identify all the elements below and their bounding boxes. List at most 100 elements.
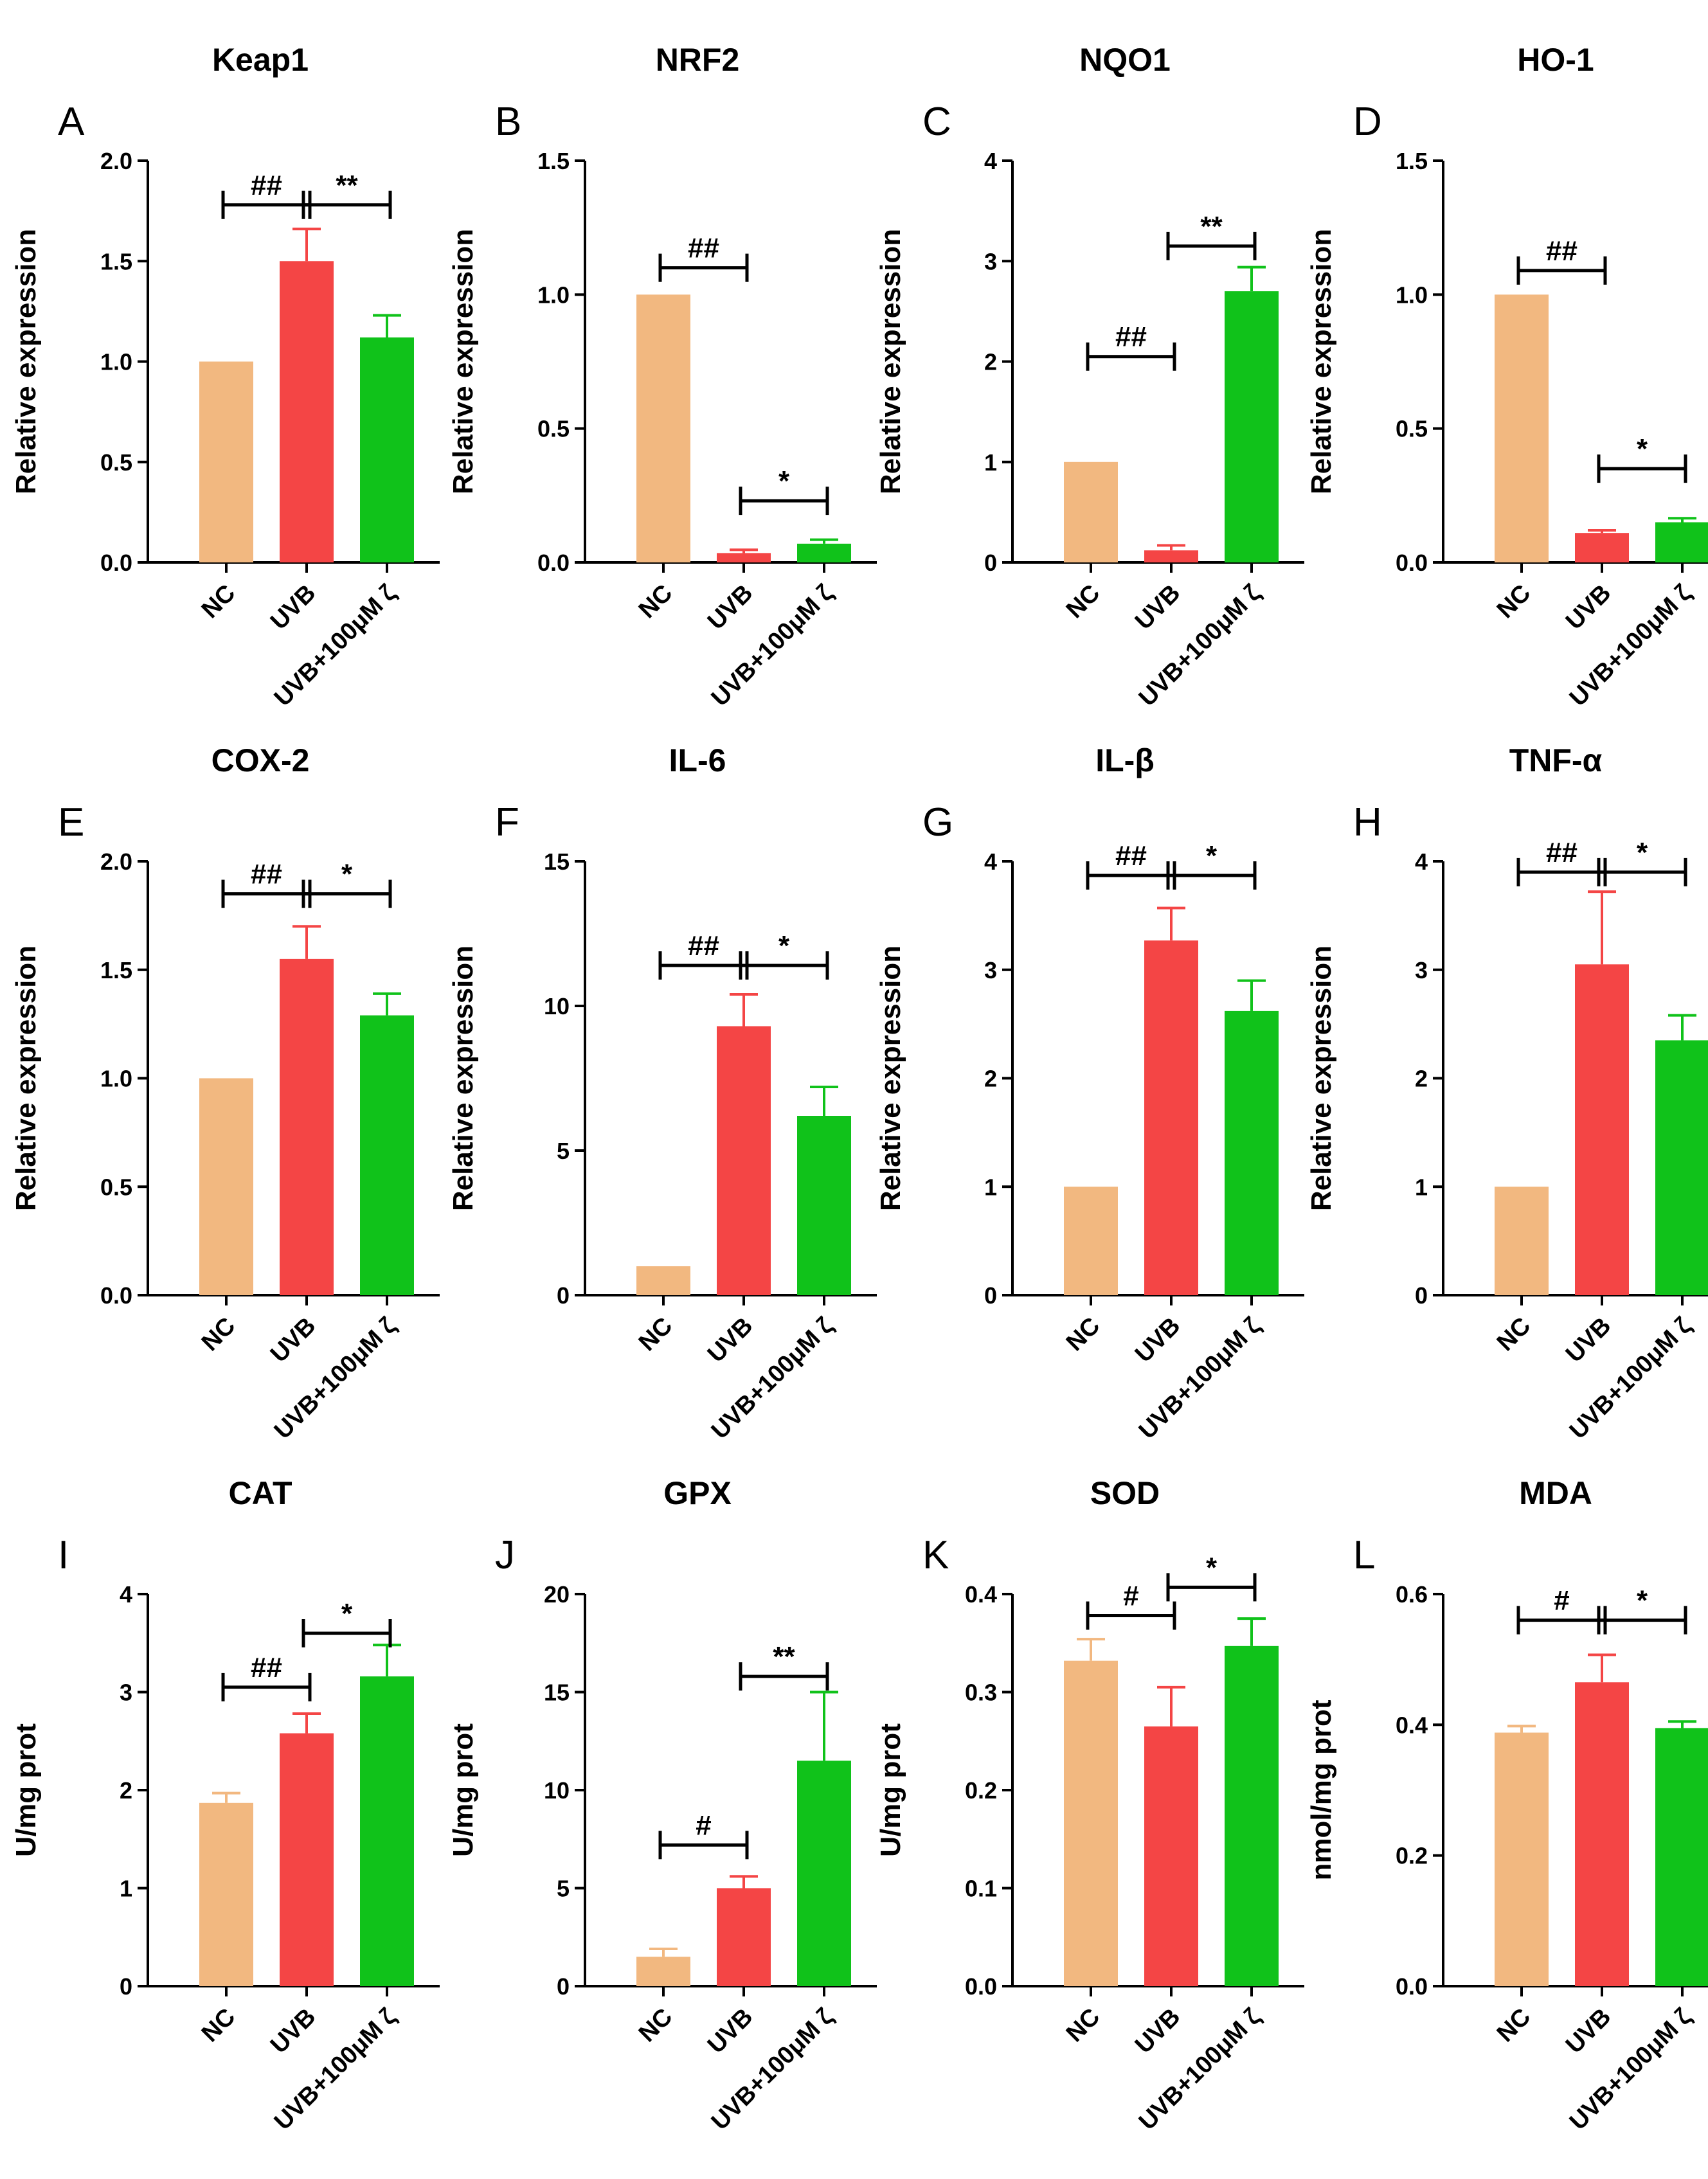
significance-bracket [1597, 857, 1687, 886]
y-tick-label: 0 [984, 550, 997, 576]
panel-title: IL-β [1095, 742, 1155, 778]
panel-letter: K [922, 1533, 949, 1577]
bar-2 [1225, 291, 1279, 562]
category-label: NC [1492, 1313, 1536, 1357]
panel-letter: F [495, 800, 519, 845]
y-axis-label: Relative expression [1306, 946, 1337, 1211]
y-tick-label: 0 [984, 1282, 997, 1309]
significance-bracket [739, 1662, 829, 1691]
bar-0 [199, 1078, 253, 1295]
bar-0 [1495, 1732, 1549, 1986]
category-label: NC [1061, 580, 1106, 624]
y-tick-label: 1.0 [537, 282, 570, 308]
y-axis-label: Relative expression [875, 946, 906, 1211]
significance-label: ## [1546, 837, 1578, 868]
bar-1 [717, 1888, 771, 1986]
y-axis-label: Relative expression [447, 229, 479, 494]
y-tick-label: 2 [1415, 1066, 1428, 1092]
y-tick-label: 0.5 [100, 449, 132, 476]
significance-label: * [1206, 840, 1218, 872]
y-tick-label: 1.5 [1396, 148, 1428, 174]
y-tick-label: 1.0 [100, 349, 132, 375]
significance-label: ## [688, 233, 719, 264]
y-tick-label: 1.0 [100, 1066, 132, 1092]
y-tick-label: 0.5 [100, 1174, 132, 1200]
significance-bracket [1516, 256, 1607, 285]
significance-label: # [1554, 1585, 1569, 1617]
category-label: NC [634, 1313, 678, 1357]
panel-title: IL-6 [669, 742, 726, 778]
panel-letter: A [58, 100, 85, 144]
bar-2 [797, 543, 851, 562]
y-tick-label: 0.0 [1396, 1973, 1428, 2000]
y-tick-label: 5 [557, 1876, 570, 1902]
y-tick-label: 0.4 [1396, 1712, 1428, 1738]
category-label: NC [634, 580, 678, 624]
significance-label: ## [251, 170, 282, 201]
significance-label: * [341, 1598, 353, 1629]
panel-letter: I [58, 1533, 69, 1577]
y-tick-label: 0.5 [1396, 416, 1428, 442]
bar-1 [1575, 533, 1629, 562]
significance-label: * [1637, 433, 1648, 465]
y-tick-label: 1.5 [100, 957, 132, 983]
y-tick-label: 4 [120, 1581, 132, 1608]
panel-title: COX-2 [211, 742, 310, 778]
category-label: UVB [703, 2004, 758, 2059]
significance-label: # [1123, 1581, 1138, 1612]
y-tick-label: 0.0 [100, 1282, 132, 1309]
category-label: UVB [1130, 2004, 1185, 2059]
bar-1 [1575, 1682, 1629, 1986]
bar-2 [360, 1676, 414, 1986]
y-tick-label: 0.0 [965, 1973, 997, 2000]
panel-title: TNF-α [1509, 742, 1603, 778]
bar-1 [1144, 940, 1198, 1295]
y-tick-label: 2 [984, 349, 997, 375]
y-tick-label: 4 [984, 148, 997, 174]
category-label: NC [1492, 2004, 1536, 2048]
y-tick-label: 0 [557, 1973, 570, 2000]
bar-0 [199, 1802, 253, 1986]
bar-1 [717, 1026, 771, 1295]
bar-2 [1655, 1040, 1708, 1295]
y-tick-label: 0.6 [1396, 1581, 1428, 1608]
y-tick-label: 1.5 [537, 148, 570, 174]
significance-label: ## [688, 930, 719, 962]
y-tick-label: 2.0 [100, 148, 132, 174]
significance-bracket [301, 190, 392, 219]
category-label: UVB [265, 1313, 321, 1368]
y-tick-label: 0.2 [1396, 1843, 1428, 1869]
y-tick-label: 0 [557, 1282, 570, 1309]
y-tick-label: 0.0 [100, 550, 132, 576]
y-tick-label: 0.4 [965, 1581, 997, 1608]
bar-0 [636, 1957, 690, 1986]
y-tick-label: 1 [120, 1876, 132, 1902]
category-label: UVB [1130, 1313, 1185, 1368]
category-label: UVB [265, 580, 321, 635]
bar-2 [360, 337, 414, 562]
significance-label: * [1637, 1585, 1648, 1617]
y-tick-label: 0.0 [537, 550, 570, 576]
category-label: UVB [703, 580, 758, 635]
bar-2 [1655, 1728, 1708, 1986]
significance-label: ** [336, 170, 358, 201]
panel-e: E COX-2 Relative expression 0.0 0.5 1.0 1.5 2.0… [10, 742, 440, 1444]
significance-bracket [658, 253, 749, 282]
panel-letter: C [922, 100, 951, 144]
panel-title: Keap1 [212, 42, 309, 78]
panel-b: B NRF2 Relative expression 0.0 0.5 1.0 1.5 NC UV… [447, 42, 877, 712]
bar-2 [360, 1015, 414, 1295]
bar-0 [1495, 294, 1549, 562]
significance-label: ## [1115, 840, 1147, 872]
bar-2 [1655, 522, 1708, 562]
y-tick-label: 1 [1415, 1174, 1428, 1200]
y-axis-label: U/mg prot [447, 1723, 479, 1857]
significance-bracket [301, 1619, 392, 1647]
panel-title: HO-1 [1517, 42, 1594, 78]
bar-1 [717, 553, 771, 562]
